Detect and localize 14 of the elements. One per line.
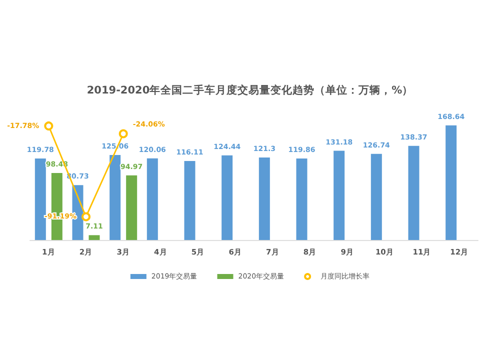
bar [126, 175, 138, 240]
bar [184, 161, 196, 240]
bar [110, 154, 121, 240]
bar [146, 158, 158, 240]
bar [296, 158, 308, 240]
bar [334, 150, 345, 240]
chart-title: 2019-2020年全国二手车月度交易量变化趋势（单位：万辆，%） [86, 84, 414, 96]
bar [258, 158, 270, 240]
bar [34, 158, 46, 240]
bar [88, 235, 100, 240]
bar [446, 125, 457, 240]
bar [408, 146, 420, 240]
bar [370, 154, 382, 240]
bar [222, 155, 233, 240]
